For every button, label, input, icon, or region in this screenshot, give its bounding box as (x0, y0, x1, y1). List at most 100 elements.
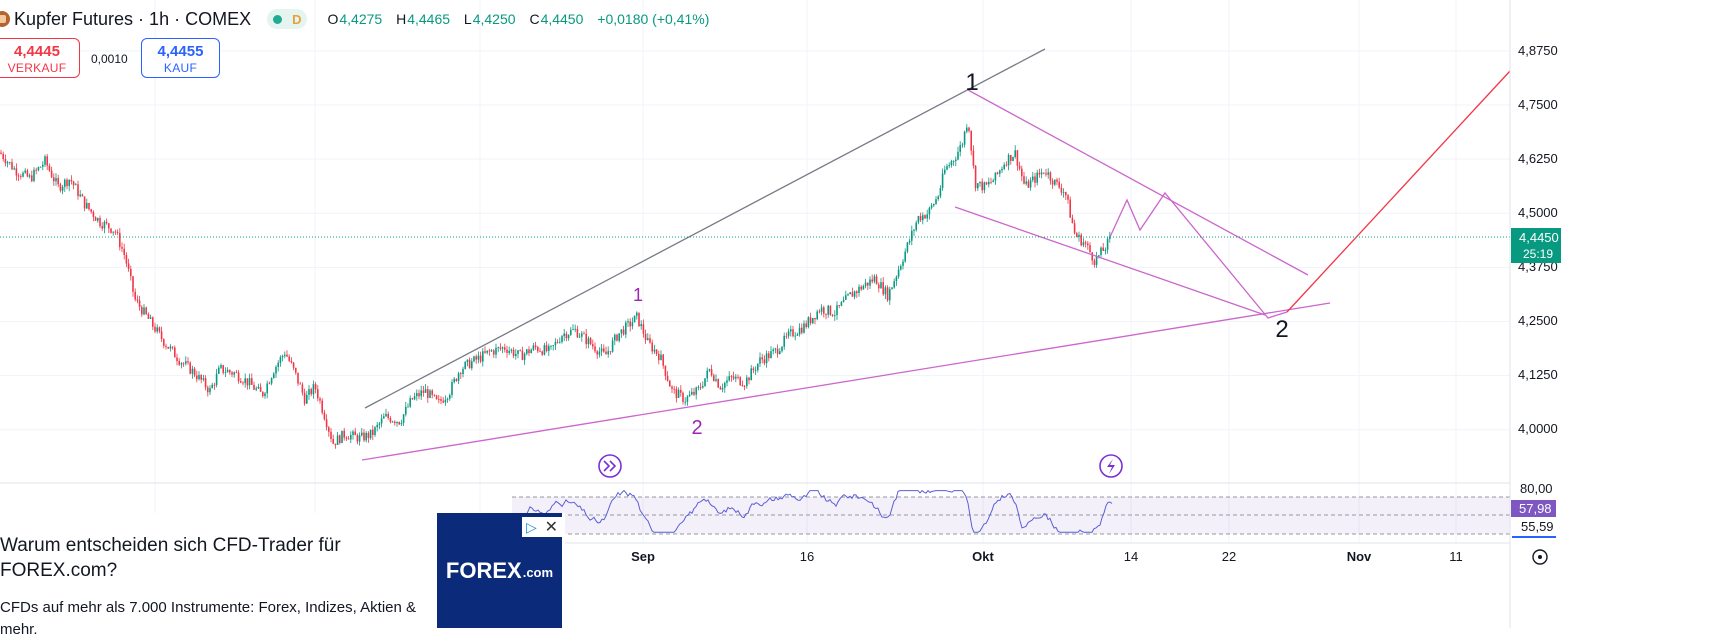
wave-label-minor-2[interactable]: 2 (691, 417, 702, 439)
candle-body-277 (609, 351, 612, 352)
candle-body-126 (277, 362, 279, 367)
candle-body-322 (708, 369, 711, 371)
candle-body-12 (26, 170, 29, 177)
candle-body-246 (541, 351, 543, 355)
candle-body-430 (946, 166, 948, 170)
candle-body-113 (248, 378, 251, 386)
wave-path-projection[interactable] (1109, 191, 1288, 319)
candle-body-152 (334, 443, 337, 445)
candle-body-52 (114, 231, 117, 233)
symbol-title[interactable]: Kupfer Futures · 1h · COMEX (14, 8, 252, 29)
sell-button[interactable]: 4,4445 VERKAUF (0, 38, 80, 78)
candle-body-101 (222, 365, 224, 373)
candle-body-372 (818, 311, 821, 313)
auto-scale-icon[interactable] (1532, 549, 1548, 565)
ohlc-close-key: C (529, 11, 540, 27)
candle-body-267 (587, 338, 590, 345)
candle-body-280 (616, 334, 618, 341)
candle-body-75 (165, 345, 167, 347)
candle-body-395 (869, 279, 871, 286)
candle-body-99 (218, 367, 220, 374)
candle-body-223 (490, 350, 493, 352)
candle-body-199 (438, 399, 440, 400)
candle-body-160 (352, 431, 354, 435)
candle-body-272 (598, 351, 601, 355)
rsi-value-label: 57,98 (1519, 501, 1552, 516)
candle-body-364 (801, 327, 803, 333)
sell-label: VERKAUF (7, 61, 67, 75)
channel-lower-line[interactable] (954, 206, 1266, 316)
elliott-wave-drawings: 1 2 1 2 (361, 48, 1511, 461)
price-axis[interactable]: 4,8750 4,7500 4,6250 4,5000 4,3750 4,250… (1509, 0, 1561, 628)
ad-headline[interactable]: Warum entscheiden sich CFD-Trader für FO… (0, 535, 341, 581)
candle-body-42 (92, 211, 95, 218)
market-status-pill[interactable]: D (267, 9, 308, 29)
candle-body-502 (1104, 249, 1107, 251)
candle-body-72 (158, 327, 161, 332)
price-tick-3: 4,6250 (1518, 151, 1558, 166)
flash-event-icon[interactable] (1099, 454, 1123, 478)
candle-body-78 (171, 346, 174, 348)
candle-body-239 (526, 349, 528, 354)
candle-body-262 (576, 328, 579, 338)
candle-body-95 (209, 388, 211, 393)
ad-choices-icon[interactable]: ▷ (525, 518, 537, 535)
candle-body-117 (257, 386, 260, 389)
candle-body-165 (363, 432, 365, 441)
wave-label-major-1[interactable]: 1 (965, 69, 978, 96)
candle-body-392 (862, 286, 865, 290)
candle-body-475 (1045, 173, 1047, 175)
candle-body-10 (22, 172, 24, 177)
candle-body-147 (323, 412, 326, 420)
candle-body-379 (834, 315, 836, 316)
candle-body-362 (796, 334, 799, 336)
wave-label-minor-1[interactable]: 1 (633, 285, 643, 305)
ohlc-high-key: H (396, 11, 407, 27)
rsi-tick-80: 80,00 (1520, 481, 1553, 496)
upper-trend-line[interactable] (364, 48, 1046, 409)
candle-body-26 (57, 178, 59, 185)
candle-body-84 (185, 361, 187, 364)
chart-canvas[interactable]: 1 2 1 2 4,8750 4,7500 4,6250 4,5000 4,37… (0, 0, 1735, 628)
candle-body-134 (295, 367, 297, 373)
candle-body-80 (176, 357, 178, 361)
ad-close-icon[interactable]: ✕ (544, 519, 559, 536)
advertisement-panel[interactable]: Warum entscheiden sich CFD-Trader für FO… (0, 513, 565, 638)
candle-body-423 (930, 205, 933, 208)
candle-body-341 (750, 368, 752, 381)
candle-body-443 (974, 165, 977, 189)
candle-body-166 (365, 432, 367, 441)
target-projection-line[interactable] (1286, 70, 1511, 313)
dividend-event-icon[interactable] (598, 454, 622, 478)
candle-body-250 (550, 345, 552, 347)
candle-body-499 (1098, 255, 1100, 257)
candle-body-276 (607, 351, 609, 355)
candle-body-15 (33, 169, 35, 181)
candle-body-380 (836, 305, 838, 316)
candle-body-310 (682, 392, 684, 402)
candle-body-20 (44, 156, 46, 165)
candle-body-428 (941, 173, 944, 189)
candle-body-458 (1007, 155, 1010, 166)
candle-body-224 (493, 350, 495, 355)
buy-button[interactable]: 4,4455 KAUF (141, 38, 220, 78)
candle-body-174 (383, 416, 385, 419)
candle-body-54 (119, 232, 121, 248)
candle-body-315 (693, 391, 695, 395)
wave-label-major-2[interactable]: 2 (1275, 316, 1288, 343)
ad-body[interactable]: CFDs auf mehr als 7.000 Instrumente: For… (0, 599, 417, 638)
candle-body-425 (935, 199, 937, 205)
candle-body-59 (130, 269, 132, 277)
candle-body-313 (688, 394, 691, 397)
lower-trend-line[interactable] (361, 302, 1331, 461)
candle-body-397 (873, 276, 876, 282)
candle-body-426 (937, 196, 939, 200)
candle-body-462 (1016, 150, 1019, 166)
channel-upper-line[interactable] (967, 89, 1309, 276)
candle-body-143 (314, 384, 317, 390)
candle-body-368 (809, 317, 812, 323)
candle-body-16 (35, 169, 37, 171)
candle-body-489 (1076, 233, 1078, 237)
candle-body-406 (893, 281, 895, 288)
candle-body-273 (600, 348, 603, 352)
